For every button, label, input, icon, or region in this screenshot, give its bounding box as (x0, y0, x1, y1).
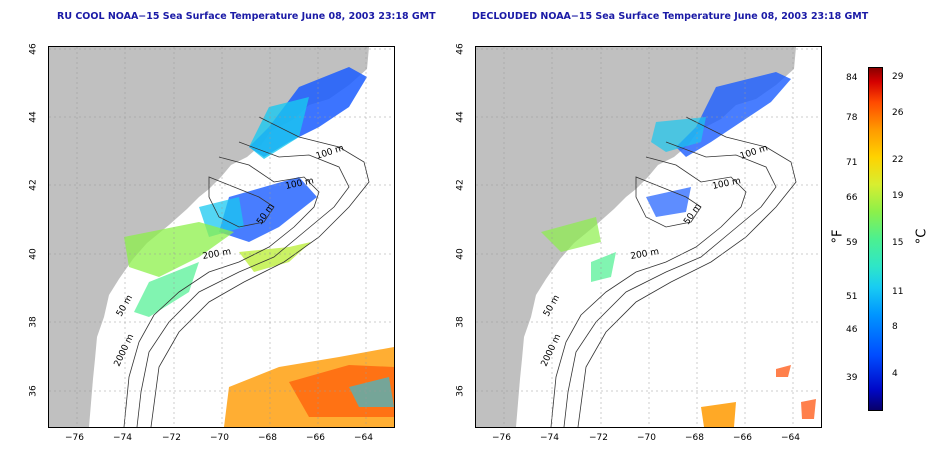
contour-line (208, 176, 275, 228)
fahrenheit-tick: 66 (846, 193, 858, 203)
celsius-unit-label: °C (914, 228, 930, 245)
x-tick-label: −66 (733, 433, 752, 443)
contour-label: 50 m (115, 294, 135, 319)
sst-warm-patch (591, 252, 616, 282)
x-tick-label: −72 (162, 433, 181, 443)
land (49, 47, 369, 427)
fahrenheit-unit-label: °F (830, 229, 846, 244)
left-sst-map: 100 m 100 m 50 m 200 m 50 m 2000 m (49, 47, 394, 427)
right-panel-title: DECLOUDED NOAA−15 Sea Surface Temperatur… (472, 11, 869, 22)
sst-cold-patch (646, 187, 691, 217)
sst-warm-patch (541, 217, 601, 252)
celsius-tick: 8 (892, 322, 898, 332)
x-tick-label: −74 (113, 433, 132, 443)
celsius-tick: 26 (892, 108, 904, 118)
contour-line (150, 116, 370, 427)
sst-hot-patch (801, 399, 816, 419)
left-map-panel: 100 m 100 m 50 m 200 m 50 m 2000 m (48, 46, 395, 428)
sst-hot-patch (701, 402, 736, 427)
x-tick-label: −66 (306, 433, 325, 443)
contour-line (550, 156, 747, 427)
y-tick-label: 40 (28, 248, 39, 260)
celsius-tick: 19 (892, 191, 904, 201)
x-tick-label: −76 (492, 433, 511, 443)
y-tick-label: 42 (455, 179, 466, 191)
contour-label: 200 m (630, 247, 660, 262)
y-tick-label: 44 (28, 111, 39, 123)
y-tick-label: 46 (455, 43, 466, 55)
fahrenheit-tick: 46 (846, 325, 858, 335)
sst-mid-patch (349, 377, 394, 407)
temperature-colorbar (868, 67, 883, 411)
celsius-tick: 11 (892, 287, 904, 297)
contour-label: 50 m (542, 294, 562, 319)
y-tick-label: 46 (28, 43, 39, 55)
x-tick-label: −64 (354, 433, 373, 443)
grid (49, 47, 394, 427)
x-tick-label: −76 (65, 433, 84, 443)
contour-label: 100 m (315, 143, 345, 161)
right-map-panel: 100 m 100 m 50 m 200 m 50 m 2000 m (475, 46, 822, 428)
fahrenheit-tick: 78 (846, 113, 858, 123)
left-panel-title: RU COOL NOAA−15 Sea Surface Temperature … (57, 11, 436, 22)
celsius-tick: 29 (892, 72, 904, 82)
fahrenheit-tick: 59 (846, 238, 858, 248)
right-sst-map: 100 m 100 m 50 m 200 m 50 m 2000 m (476, 47, 821, 427)
y-tick-label: 38 (28, 316, 39, 328)
celsius-tick: 15 (892, 238, 904, 248)
fahrenheit-tick: 71 (846, 158, 858, 168)
y-tick-label: 36 (28, 385, 39, 397)
sst-mid-patch (249, 97, 309, 159)
x-tick-label: −74 (540, 433, 559, 443)
x-tick-label: −68 (685, 433, 704, 443)
y-tick-label: 36 (455, 385, 466, 397)
contour-line (123, 156, 320, 427)
contour-line (563, 141, 777, 427)
y-tick-label: 40 (455, 248, 466, 260)
fahrenheit-tick: 84 (846, 73, 858, 83)
x-tick-label: −64 (781, 433, 800, 443)
fahrenheit-tick: 51 (846, 292, 858, 302)
y-tick-label: 44 (455, 111, 466, 123)
x-tick-label: −72 (589, 433, 608, 443)
sst-mid-patch (651, 117, 706, 152)
contour-line (577, 116, 797, 427)
fahrenheit-tick: 39 (846, 373, 858, 383)
y-tick-label: 38 (455, 316, 466, 328)
contour-label: 200 m (202, 247, 232, 262)
contour-label: 100 m (712, 176, 742, 192)
sst-warm-patch (124, 222, 234, 277)
grid (476, 47, 821, 427)
sst-warm-patch (134, 262, 199, 317)
sst-hot-patch (776, 365, 791, 377)
x-tick-label: −70 (637, 433, 656, 443)
x-tick-label: −70 (210, 433, 229, 443)
celsius-tick: 22 (892, 155, 904, 165)
contour-label: 100 m (739, 143, 769, 161)
contour-line (635, 176, 702, 228)
contour-line (136, 141, 350, 427)
x-tick-label: −68 (258, 433, 277, 443)
celsius-tick: 4 (892, 369, 898, 379)
sst-cold-patch (676, 72, 791, 157)
land (476, 47, 796, 427)
y-tick-label: 42 (28, 179, 39, 191)
